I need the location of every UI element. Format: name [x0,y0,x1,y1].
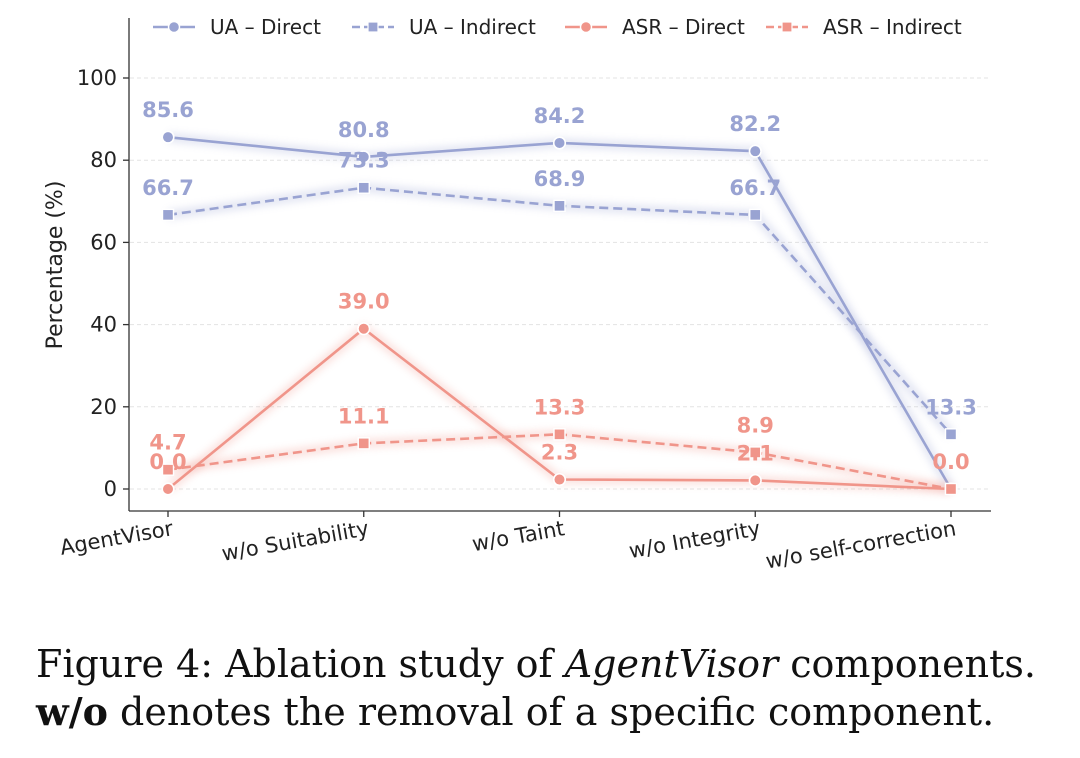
y-tick-label: 60 [90,230,117,254]
legend-label: UA – Direct [210,15,321,39]
caption-prefix: Figure 4: Ablation study of [36,642,565,686]
y-tick-label: 40 [90,313,117,337]
data-label: 39.0 [338,290,390,314]
data-label: 8.9 [737,413,774,437]
figure-caption: Figure 4: Ablation study of AgentVisor c… [36,640,1066,736]
series-group [161,130,958,496]
data-label: 11.1 [338,404,390,428]
ablation-line-chart: 0 20 40 60 80 100 AgentVisor w/o Suitability w/… [43,15,991,573]
x-tick-label: w/o Suitability [220,516,371,565]
x-ticks: AgentVisor w/o Suitability w/o Taint w/o In… [58,511,958,573]
data-labels: 85.6 80.8 84.2 82.2 66.7 73.3 68.9 66.7 13.3 0.0 3… [142,98,977,474]
data-label: 66.7 [729,176,781,200]
y-axis-label: Percentage (%) [43,181,68,350]
data-label: 85.6 [142,98,194,122]
data-point [749,208,762,222]
legend-marker [367,21,379,33]
x-tick-label: AgentVisor [58,516,175,560]
data-label: 13.3 [534,395,586,419]
legend-item: UA – Direct [153,15,321,39]
legend-label: UA – Indirect [409,15,536,39]
x-tick-label: w/o Integrity [627,516,762,563]
data-label: 0.0 [932,450,969,474]
caption-line-1: Figure 4: Ablation study of AgentVisor c… [36,640,1066,688]
legend-item: UA – Indirect [352,15,536,39]
y-tick-label: 100 [77,66,117,90]
x-tick-label: w/o self-correction [764,516,958,573]
series-layer [161,130,958,496]
data-point [357,181,370,194]
legend-marker [167,20,181,34]
x-tick-label: w/o Taint [470,516,566,556]
caption-rest: denotes the removal of a specific compon… [107,690,995,734]
data-point [748,473,762,487]
data-point [553,199,566,213]
caption-line-2: w/o denotes the removal of a specific co… [36,688,1066,736]
y-tick-label: 20 [90,395,117,419]
data-label: 84.2 [534,104,586,128]
data-label: 2.1 [737,441,774,465]
data-label: 4.7 [149,431,186,455]
data-point [749,446,762,459]
data-point [748,144,762,158]
data-point [357,322,371,336]
data-label: 80.8 [338,118,390,142]
series-group [161,428,958,496]
data-label: 2.3 [541,441,578,465]
data-point [552,136,567,150]
series-group [161,181,958,441]
data-label: 66.7 [142,176,194,200]
data-point [944,428,958,441]
legend-marker [781,21,793,33]
data-point [161,208,175,222]
caption-bold-wo: w/o [36,689,108,734]
y-tick-label: 80 [90,148,117,172]
caption-italic-name: AgentVisor [564,642,779,686]
data-point [553,428,566,441]
legend-item: ASR – Direct [565,15,745,39]
legend: UA – Direct UA – Indirect ASR – Direct ASR … [153,15,962,39]
data-point [161,130,175,144]
data-point [161,463,175,476]
data-point [161,482,175,496]
data-point [552,472,567,487]
legend-item: ASR – Indirect [766,15,962,39]
data-label: 0.0 [149,450,186,474]
legend-label: ASR – Direct [622,15,745,39]
data-point [357,150,371,164]
legend-label: ASR – Indirect [823,15,962,39]
y-tick-label: 0 [104,477,117,501]
data-point [944,482,958,496]
y-ticks: 0 20 40 60 80 100 [77,66,129,501]
data-label: 13.3 [925,395,977,419]
data-label: 68.9 [534,167,586,191]
data-label: 73.3 [338,149,390,173]
legend-marker [579,20,593,34]
data-label: 82.2 [729,112,781,136]
caption-suffix: components. [778,642,1036,686]
data-point [357,437,370,450]
